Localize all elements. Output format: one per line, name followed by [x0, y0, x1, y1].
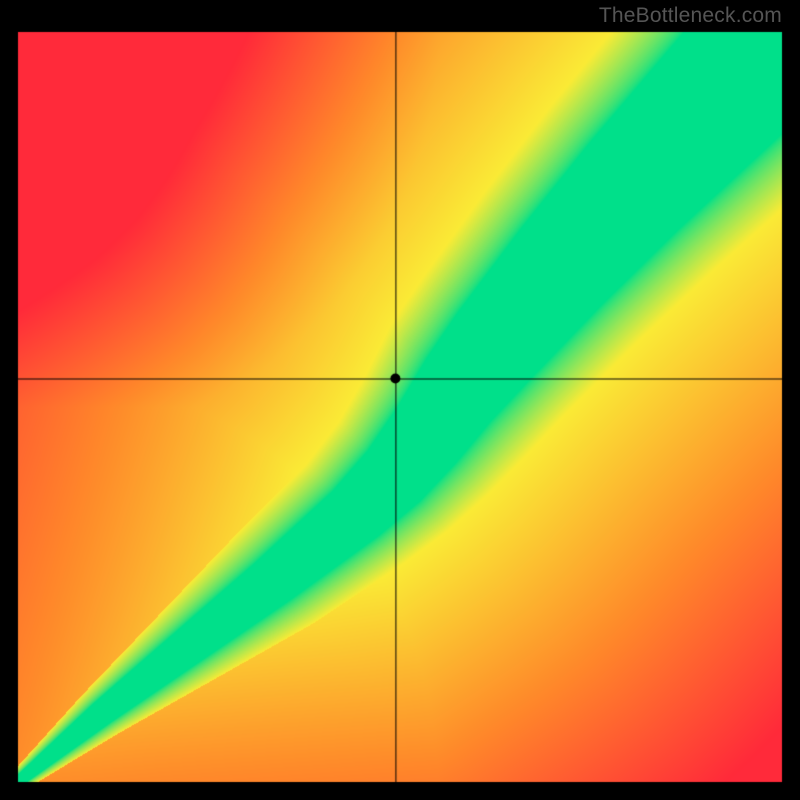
bottleneck-chart-container: TheBottleneck.com — [0, 0, 800, 800]
watermark-text: TheBottleneck.com — [599, 4, 782, 28]
heatmap-canvas — [0, 0, 800, 800]
